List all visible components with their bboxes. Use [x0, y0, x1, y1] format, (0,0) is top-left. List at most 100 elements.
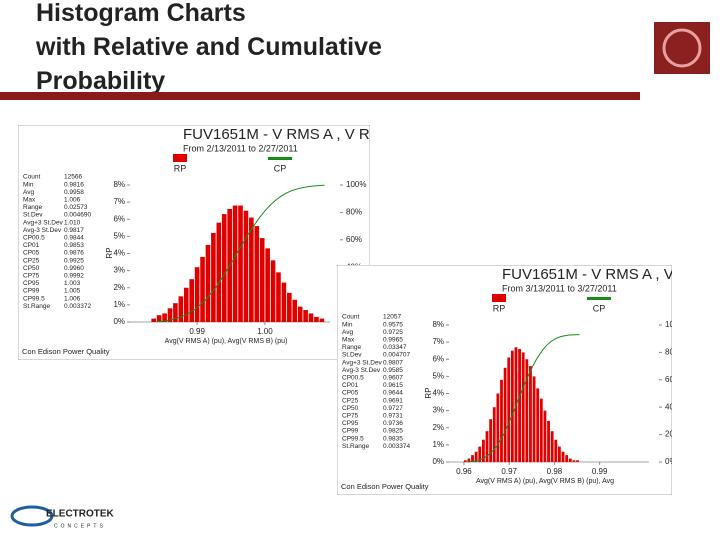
bar — [270, 260, 276, 322]
bar — [478, 446, 482, 462]
y2-tick-label: 100% — [665, 320, 685, 329]
legend-swatch — [268, 157, 292, 160]
slide-title-text: Histogram Charts — [36, 0, 246, 27]
stat-value: 0.9825 — [383, 428, 403, 435]
logo-subtitle: CONCEPTS — [54, 523, 106, 529]
stat-label: Avg — [23, 189, 34, 196]
stat-label: Avg-3 St.Dev — [23, 227, 62, 234]
stat-label: Avg-3 St.Dev — [342, 367, 381, 374]
bar — [568, 458, 572, 462]
y-tick-label: 1% — [113, 300, 125, 309]
logo-name: ELECTROTEK — [46, 509, 115, 520]
stat-value: 0.02573 — [64, 204, 88, 211]
bar — [496, 393, 500, 462]
stat-label: CP25 — [23, 257, 40, 264]
y2-tick-label: 100% — [346, 180, 366, 189]
bar — [467, 458, 471, 462]
legend-swatch — [587, 297, 611, 300]
cp-line — [467, 334, 580, 463]
bar — [485, 431, 489, 462]
bar — [481, 439, 485, 462]
y-tick-label: 5% — [113, 231, 125, 240]
bar — [500, 379, 503, 462]
bar — [194, 267, 200, 322]
stat-label: CP95 — [342, 420, 359, 427]
bar — [521, 352, 525, 462]
stat-value: 0.9958 — [64, 189, 84, 196]
y-tick-label: 8% — [113, 180, 125, 189]
y-tick-label: 7% — [432, 337, 444, 346]
stat-value: 1.005 — [64, 288, 81, 295]
y2-tick-label: 80% — [665, 348, 681, 357]
stat-label: Avg+3 St.Dev — [23, 219, 64, 226]
bar — [238, 205, 243, 322]
bar — [205, 244, 211, 322]
stat-label: St.Range — [23, 303, 50, 310]
stat-value: 12057 — [383, 314, 401, 321]
y2-tick-label: 0% — [665, 457, 677, 466]
stat-label: Max — [342, 337, 355, 344]
stat-label: Count — [23, 174, 41, 181]
stat-value: 0.9960 — [64, 265, 84, 272]
y2-tick-label: 40% — [665, 402, 681, 411]
footer: Con Edison Power Quality — [22, 347, 110, 356]
stat-label: Avg — [342, 329, 353, 336]
legend-label: CP — [593, 303, 606, 313]
x-tick-label: 0.97 — [501, 467, 517, 476]
bar — [550, 431, 554, 462]
bar — [319, 318, 325, 322]
bar — [532, 376, 536, 462]
stat-label: Range — [23, 204, 43, 211]
stat-label: Count — [342, 314, 360, 321]
bar — [543, 410, 547, 462]
bar — [200, 256, 205, 322]
stat-label: CP01 — [23, 242, 40, 249]
bar — [510, 350, 514, 462]
bar — [525, 359, 529, 462]
bar — [287, 292, 292, 322]
stat-value: 0.9736 — [383, 420, 403, 427]
bar — [489, 419, 493, 462]
bar — [259, 238, 265, 322]
bar — [503, 367, 507, 462]
stat-value: 0.9615 — [383, 382, 403, 389]
footer-logo: ELECTROTEK CONCEPTS — [10, 505, 115, 529]
bar — [474, 451, 478, 462]
bar — [576, 460, 579, 462]
stat-label: CP05 — [23, 250, 40, 257]
stat-label: CP99.5 — [342, 435, 364, 442]
bar — [314, 316, 319, 322]
bar — [156, 315, 162, 322]
y-tick-label: 4% — [432, 389, 444, 398]
stat-value: 0.9876 — [64, 250, 84, 257]
stat-label: CP25 — [342, 397, 359, 404]
stat-label: Min — [342, 321, 353, 328]
stat-value: 0.9835 — [383, 435, 403, 442]
stat-value: 0.9585 — [383, 367, 403, 374]
bar — [173, 303, 178, 322]
bar — [216, 222, 222, 322]
bar — [471, 455, 474, 462]
stat-label: CP05 — [342, 390, 359, 397]
y-tick-label: 3% — [113, 266, 125, 275]
legend-label: RP — [493, 303, 506, 313]
bar — [518, 348, 521, 462]
y-tick-label: 8% — [432, 320, 444, 329]
y-tick-label: 5% — [432, 371, 444, 380]
stat-value: 0.004707 — [383, 352, 410, 359]
stat-label: CP50 — [23, 265, 40, 272]
x-tick-label: 0.99 — [189, 327, 205, 336]
stat-value: 0.9644 — [383, 390, 403, 397]
cp-line — [156, 184, 325, 323]
bar — [254, 226, 260, 322]
x-tick-label: 0.98 — [547, 467, 563, 476]
date-range: From 3/13/2011 to 3/27/2011 — [502, 283, 617, 293]
stat-value: 0.9992 — [64, 273, 84, 280]
bar — [463, 460, 467, 462]
y2-tick-label: 20% — [665, 430, 681, 439]
y-axis-label: RP — [424, 387, 433, 398]
y-tick-label: 2% — [432, 423, 444, 432]
date-range: From 2/13/2011 to 2/27/2011 — [183, 143, 298, 153]
